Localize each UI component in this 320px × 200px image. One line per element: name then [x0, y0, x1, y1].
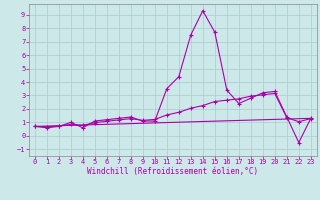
X-axis label: Windchill (Refroidissement éolien,°C): Windchill (Refroidissement éolien,°C) [87, 167, 258, 176]
